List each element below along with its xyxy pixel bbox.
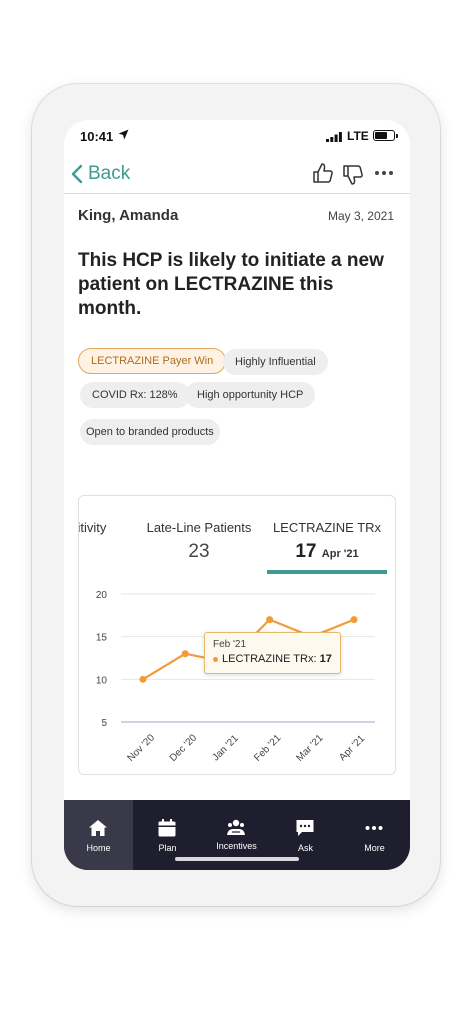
home-icon bbox=[89, 820, 107, 836]
thumbs-down-icon[interactable] bbox=[342, 164, 364, 186]
data-point bbox=[266, 616, 274, 624]
back-label: Back bbox=[88, 163, 131, 184]
hcp-name: King, Amanda bbox=[78, 207, 179, 224]
metric-value: / bbox=[79, 541, 106, 563]
x-tick-label: Feb '21 bbox=[252, 732, 283, 763]
tab-label: Home bbox=[86, 843, 111, 853]
metric-sensitivity[interactable]: sitivity / bbox=[79, 520, 107, 563]
tooltip-series-dot bbox=[213, 656, 218, 662]
metric-label: sitivity bbox=[79, 520, 107, 535]
home-indicator bbox=[175, 857, 299, 861]
more-icon[interactable] bbox=[373, 162, 395, 184]
battery-icon bbox=[373, 130, 398, 141]
back-button[interactable]: Back bbox=[70, 160, 130, 188]
metric-value: 17 bbox=[295, 541, 317, 562]
metric-value: 23 bbox=[188, 541, 210, 562]
tooltip-value: 17 bbox=[319, 653, 332, 665]
status-time: 10:41 bbox=[80, 129, 114, 144]
x-tick-label: Nov '20 bbox=[125, 732, 157, 764]
nav-bar: Back bbox=[64, 154, 410, 194]
tag-highly-influential[interactable]: Highly Influential bbox=[223, 349, 328, 375]
tag-covid-rx[interactable]: COVID Rx: 128% bbox=[80, 382, 190, 408]
chevron-left-icon bbox=[71, 164, 83, 184]
x-tick-label: Jan '21 bbox=[210, 733, 241, 764]
tab-home[interactable]: Home bbox=[64, 800, 133, 870]
metric-lectrazine-trx[interactable]: LECTRAZINE TRx 17 Apr '21 bbox=[267, 520, 387, 563]
x-tick-label: Dec '20 bbox=[168, 732, 200, 764]
tab-label: More bbox=[364, 843, 385, 853]
tooltip-line: LECTRAZINE TRx: 17 bbox=[213, 653, 332, 665]
signal-icon bbox=[326, 132, 342, 142]
metric-period: Apr '21 bbox=[321, 548, 359, 560]
incentives-icon bbox=[227, 819, 245, 835]
trx-line-chart: 5 10 15 20 Nov '20 Dec '20 Jan '21 Feb '21 Mar '… bbox=[96, 590, 375, 764]
tooltip-series: LECTRAZINE TRx bbox=[222, 653, 314, 665]
metric-label: Late-Line Patients bbox=[146, 520, 252, 535]
metric-label: LECTRAZINE TRx bbox=[272, 520, 382, 535]
content-area: King, Amanda May 3, 2021 This HCP is lik… bbox=[64, 195, 410, 800]
tooltip-date: Feb '21 bbox=[213, 639, 247, 650]
metric-value-group: 17 Apr '21 bbox=[267, 541, 387, 563]
tab-label: Ask bbox=[297, 843, 313, 853]
y-tick-label: 20 bbox=[96, 590, 108, 601]
record-date: May 3, 2021 bbox=[327, 209, 394, 223]
data-point bbox=[350, 616, 358, 624]
y-tick-label: 10 bbox=[96, 675, 108, 686]
tab-incentives[interactable]: Incentives bbox=[202, 800, 271, 870]
tag-payer-win[interactable]: LECTRAZINE Payer Win bbox=[78, 348, 227, 374]
phone-screen: 10:41 LTE Back bbox=[64, 120, 410, 870]
battery-nub bbox=[396, 134, 398, 138]
chat-icon bbox=[296, 820, 314, 836]
tab-ask[interactable]: Ask bbox=[271, 800, 340, 870]
location-arrow-icon bbox=[118, 129, 129, 140]
more-icon bbox=[365, 826, 383, 830]
x-tick-label: Mar '21 bbox=[294, 732, 325, 763]
battery-fill bbox=[375, 132, 387, 139]
tab-more[interactable]: More bbox=[340, 800, 409, 870]
y-tick-label: 15 bbox=[96, 633, 108, 644]
x-tick-label: Apr '21 bbox=[337, 733, 367, 763]
tag-high-opportunity[interactable]: High opportunity HCP bbox=[185, 382, 316, 408]
tab-label: Plan bbox=[158, 843, 177, 853]
tab-plan[interactable]: Plan bbox=[133, 800, 202, 870]
insight-headline: This HCP is likely to initiate a new pat… bbox=[78, 250, 384, 319]
data-point bbox=[139, 675, 147, 683]
chart-tooltip: Feb '21 LECTRAZINE TRx: 17 bbox=[204, 632, 341, 674]
data-point bbox=[181, 650, 189, 658]
status-bar: 10:41 LTE bbox=[64, 120, 410, 154]
metrics-card: sitivity / Late-Line Patients 23 LECTRAZ… bbox=[78, 495, 396, 775]
network-label: LTE bbox=[347, 129, 369, 143]
calendar-icon bbox=[158, 819, 176, 837]
tab-label: Incentives bbox=[216, 841, 257, 851]
thumbs-up-icon[interactable] bbox=[312, 162, 334, 184]
metric-late-line-patients[interactable]: Late-Line Patients 23 bbox=[141, 520, 257, 563]
tag-open-branded[interactable]: Open to branded products bbox=[80, 419, 220, 445]
y-tick-label: 5 bbox=[101, 718, 107, 729]
selected-metric-indicator bbox=[267, 570, 387, 574]
